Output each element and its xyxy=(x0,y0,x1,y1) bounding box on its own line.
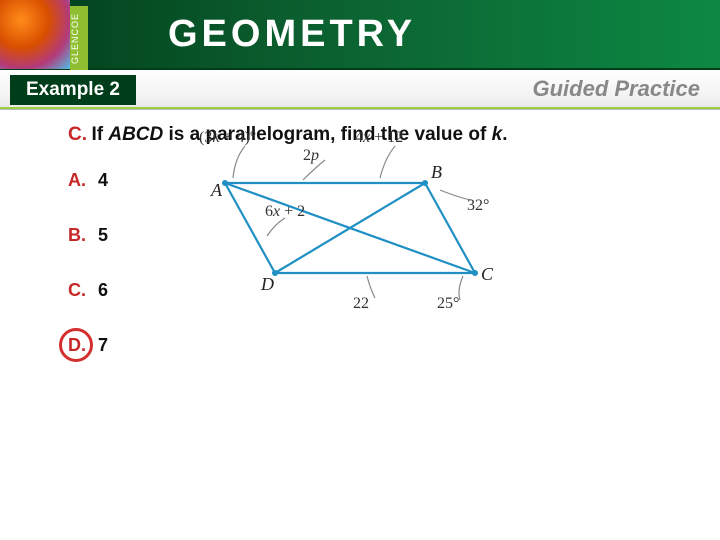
svg-text:A: A xyxy=(210,180,223,200)
parallelogram-diagram: A B C D (3k + 4)° 2p 4x + 12 32° 6x + 2 … xyxy=(175,128,515,328)
svg-text:B: B xyxy=(431,162,442,182)
choice-letter: A. xyxy=(68,170,94,191)
header-banner: GLENCOE GEOMETRY xyxy=(0,0,720,70)
svg-text:4x + 12: 4x + 12 xyxy=(355,129,403,146)
svg-text:25°: 25° xyxy=(437,295,459,312)
choice-d[interactable]: D. 7 xyxy=(68,335,720,356)
svg-text:32°: 32° xyxy=(467,197,489,214)
accent-line xyxy=(0,107,720,109)
subject-title: GEOMETRY xyxy=(168,13,416,56)
brand-logo xyxy=(0,0,70,69)
brand-tab: GLENCOE xyxy=(70,6,88,70)
choice-letter: C. xyxy=(68,280,94,301)
correct-answer-circle xyxy=(59,328,93,362)
choice-letter: B. xyxy=(68,225,94,246)
subheader: Example 2 Guided Practice xyxy=(0,70,720,110)
content-area: C. If ABCD is a parallelogram, find the … xyxy=(0,110,720,356)
svg-text:C: C xyxy=(481,264,494,284)
svg-text:(3k + 4)°: (3k + 4)° xyxy=(199,129,256,146)
guided-practice-label: Guided Practice xyxy=(532,76,700,102)
svg-text:6x + 2: 6x + 2 xyxy=(265,203,305,220)
choice-value: 4 xyxy=(98,170,108,191)
svg-text:22: 22 xyxy=(353,295,369,312)
choice-value: 7 xyxy=(98,335,108,356)
question-letter: C. xyxy=(68,124,87,145)
choice-value: 5 xyxy=(98,225,108,246)
svg-text:D: D xyxy=(260,274,274,294)
choice-value: 6 xyxy=(98,280,108,301)
svg-text:2p: 2p xyxy=(303,147,319,164)
example-label: Example 2 xyxy=(10,75,136,105)
